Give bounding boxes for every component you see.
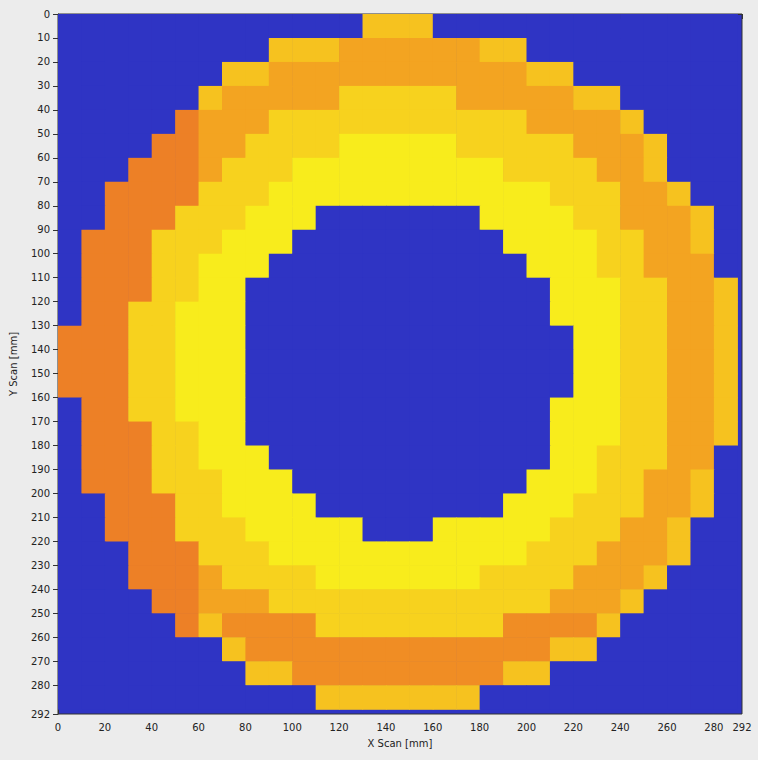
svg-text:200: 200	[31, 488, 50, 499]
svg-text:260: 260	[657, 722, 676, 733]
svg-text:100: 100	[31, 248, 50, 259]
svg-text:200: 200	[517, 722, 536, 733]
svg-text:140: 140	[31, 344, 50, 355]
svg-text:120: 120	[330, 722, 349, 733]
svg-text:150: 150	[31, 368, 50, 379]
svg-text:0: 0	[44, 9, 50, 20]
svg-text:180: 180	[31, 440, 50, 451]
svg-text:292: 292	[732, 722, 751, 733]
svg-text:160: 160	[31, 392, 50, 403]
svg-text:80: 80	[239, 722, 252, 733]
svg-text:10: 10	[37, 32, 50, 43]
svg-text:100: 100	[283, 722, 302, 733]
svg-text:292: 292	[31, 709, 50, 720]
svg-text:210: 210	[31, 512, 50, 523]
svg-text:0: 0	[55, 722, 61, 733]
svg-text:50: 50	[37, 128, 50, 139]
svg-text:120: 120	[31, 296, 50, 307]
svg-text:170: 170	[31, 416, 50, 427]
svg-text:40: 40	[37, 104, 50, 115]
svg-text:40: 40	[145, 722, 158, 733]
svg-text:190: 190	[31, 464, 50, 475]
svg-text:20: 20	[98, 722, 111, 733]
svg-text:270: 270	[31, 656, 50, 667]
svg-text:20: 20	[37, 56, 50, 67]
svg-text:250: 250	[31, 608, 50, 619]
svg-text:230: 230	[31, 560, 50, 571]
svg-text:240: 240	[31, 584, 50, 595]
svg-text:Y Scan [mm]: Y Scan [mm]	[8, 332, 19, 397]
svg-text:160: 160	[423, 722, 442, 733]
svg-text:280: 280	[704, 722, 723, 733]
svg-text:220: 220	[31, 536, 50, 547]
svg-text:60: 60	[192, 722, 205, 733]
svg-text:280: 280	[31, 680, 50, 691]
svg-text:240: 240	[611, 722, 630, 733]
svg-text:130: 130	[31, 320, 50, 331]
svg-text:140: 140	[376, 722, 395, 733]
svg-text:60: 60	[37, 152, 50, 163]
svg-text:30: 30	[37, 80, 50, 91]
svg-text:70: 70	[37, 176, 50, 187]
svg-text:180: 180	[470, 722, 489, 733]
svg-text:110: 110	[31, 272, 50, 283]
svg-text:260: 260	[31, 632, 50, 643]
svg-text:220: 220	[564, 722, 583, 733]
svg-text:80: 80	[37, 200, 50, 211]
svg-text:X Scan [mm]: X Scan [mm]	[368, 738, 433, 749]
svg-text:90: 90	[37, 224, 50, 235]
